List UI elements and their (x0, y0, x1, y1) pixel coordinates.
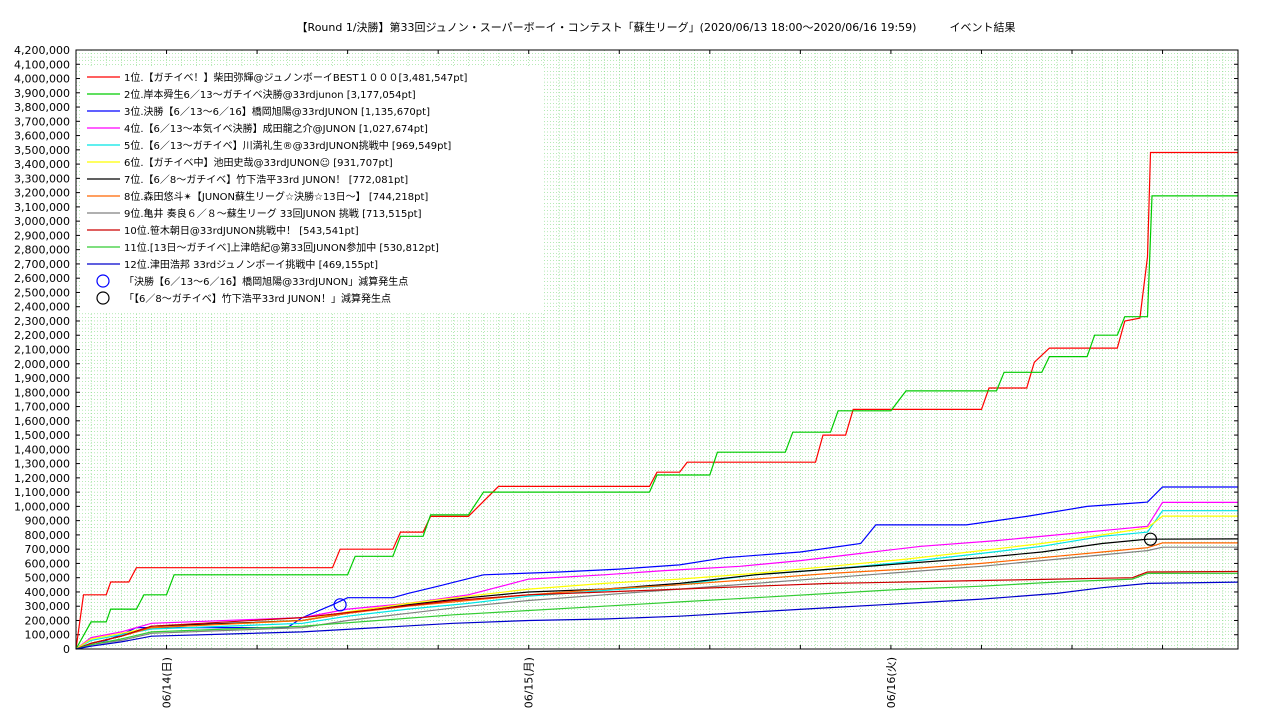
legend-label: 3位.決勝【6／13〜6／16】橋岡旭陽@33rdJUNON [1,135,67… (124, 105, 430, 118)
y-tick-label: 3,600,000 (14, 130, 70, 143)
y-tick-label: 2,700,000 (14, 258, 70, 271)
plot-frame (75, 49, 1239, 650)
legend-label: 2位.岸本舜生6／13〜ガチイベ決勝@33rdjunon [3,177,054p… (124, 88, 416, 101)
y-tick-label: 2,400,000 (14, 301, 70, 314)
legend-marker (96, 274, 110, 288)
legend-label: 6位.【ガチイベ中】池田史哉@33rdJUNON☺ [931,707pt] (124, 156, 393, 169)
y-tick-label: 3,400,000 (14, 158, 70, 171)
series-line (75, 570, 1239, 650)
series-line (75, 195, 1238, 650)
marker-point (1143, 532, 1158, 546)
legend-label: 1位.【ガチイベ！】柴田弥輝@ジュノンボーイBEST１０００[3,481,547… (124, 71, 468, 84)
y-tick-label: 200,000 (25, 614, 71, 627)
y-tick-label: 300,000 (25, 600, 71, 613)
series-line (75, 542, 1238, 650)
legend: 1位.【ガチイベ！】柴田弥輝@ジュノンボーイBEST１０００[3,481,547… (82, 66, 544, 312)
y-tick-label: 2,000,000 (14, 358, 70, 371)
series-line (75, 581, 1239, 650)
legend-label: 5位.【6／13〜ガチイベ】川満礼生®@33rdJUNON挑戦中 [969,54… (124, 139, 451, 152)
y-tick-label: 2,300,000 (14, 315, 70, 328)
legend-label: 10位.笹木朝日@33rdJUNON挑戦中！ [543,541pt] (124, 224, 359, 237)
marker-points (333, 532, 1158, 612)
y-tick-label: 1,500,000 (14, 429, 70, 442)
y-tick-label: 700,000 (25, 543, 71, 556)
y-tick-label: 1,400,000 (14, 443, 70, 456)
x-tick-label: 06/16(火) (885, 657, 898, 708)
y-tick-label: 2,100,000 (14, 344, 70, 357)
legend-label: 12位.津田浩邦 33rdジュノンボーイ挑戦中 [469,155pt] (124, 258, 378, 271)
y-tick-label: 1,100,000 (14, 486, 70, 499)
y-tick-label: 1,900,000 (14, 372, 70, 385)
legend-label: 7位.【6／8〜ガチイベ】竹下浩平33rd JUNON！ [772,081pt] (124, 173, 408, 186)
x-tick-label: 06/15(月) (523, 657, 536, 708)
y-tick-label: 1,300,000 (14, 458, 70, 471)
y-tick-label: 4,100,000 (14, 58, 70, 71)
y-tick-label: 1,700,000 (14, 401, 70, 414)
y-tick-label: 2,500,000 (14, 286, 70, 299)
legend-label: 11位.[13日〜ガチイベ]上津皓紀@第33回JUNON参加中 [530,812… (124, 241, 439, 254)
y-tick-label: 100,000 (25, 629, 71, 642)
x-tick-label: 06/14(日) (161, 657, 174, 708)
legend-label: 「決勝【6／13〜6／16】橋岡旭陽@33rdJUNON」減算発生点 (124, 275, 408, 288)
series-line (75, 572, 1239, 650)
y-tick-label: 3,800,000 (14, 101, 70, 114)
y-tick-label: 3,200,000 (14, 187, 70, 200)
series-line (75, 501, 1238, 650)
y-tick-label: 2,200,000 (14, 329, 70, 342)
y-tick-label: 3,900,000 (14, 87, 70, 100)
legend-label: 4位.【6／13〜本気イベ決勝】成田龍之介@JUNON [1,027,674pt… (124, 122, 428, 135)
y-tick-label: 500,000 (25, 572, 71, 585)
y-tick-label: 2,900,000 (14, 229, 70, 242)
y-tick-label: 3,100,000 (14, 201, 70, 214)
y-tick-label: 3,500,000 (14, 144, 70, 157)
legend-label: 「【6／8〜ガチイベ】竹下浩平33rd JUNON！」減算発生点 (124, 292, 391, 305)
x-axis: 06/14(日) 06/15(月) 06/16(火) (75, 50, 1164, 708)
y-tick-label: 3,700,000 (14, 115, 70, 128)
y-tick-label: 3,000,000 (14, 215, 70, 228)
y-tick-label: 4,000,000 (14, 73, 70, 86)
y-tick-label: 400,000 (25, 586, 71, 599)
legend-marker (96, 291, 110, 305)
marker-point (333, 598, 347, 612)
y-tick-label: 1,200,000 (14, 472, 70, 485)
y-tick-label: 4,200,000 (14, 44, 70, 57)
y-tick-label: 1,000,000 (14, 500, 70, 513)
series-line (75, 151, 1238, 650)
series-lines (75, 151, 1239, 650)
legend-box (82, 66, 544, 312)
y-tick-label: 2,800,000 (14, 244, 70, 257)
y-tick-label: 0 (63, 643, 70, 656)
y-tick-label: 600,000 (25, 557, 71, 570)
y-tick-label: 1,800,000 (14, 386, 70, 399)
y-tick-label: 2,600,000 (14, 272, 70, 285)
legend-label: 9位.亀井 奏良６／８〜蘇生リーグ 33回JUNON 挑戦 [713,515pt… (124, 207, 422, 220)
y-tick-label: 3,300,000 (14, 172, 70, 185)
series-line (75, 510, 1238, 650)
y-tick-label: 800,000 (25, 529, 71, 542)
legend-label: 8位.森田悠斗✴【JUNON蘇生リーグ☆決勝☆13日〜】 [744,218pt] (124, 190, 428, 203)
chart-title: 【Round 1/決勝】第33回ジュノン・スーパーボーイ・コンテスト「蘇生リーグ… (297, 20, 1016, 34)
y-tick-label: 900,000 (25, 515, 71, 528)
y-tick-label: 1,600,000 (14, 415, 70, 428)
series-line (75, 546, 1238, 650)
